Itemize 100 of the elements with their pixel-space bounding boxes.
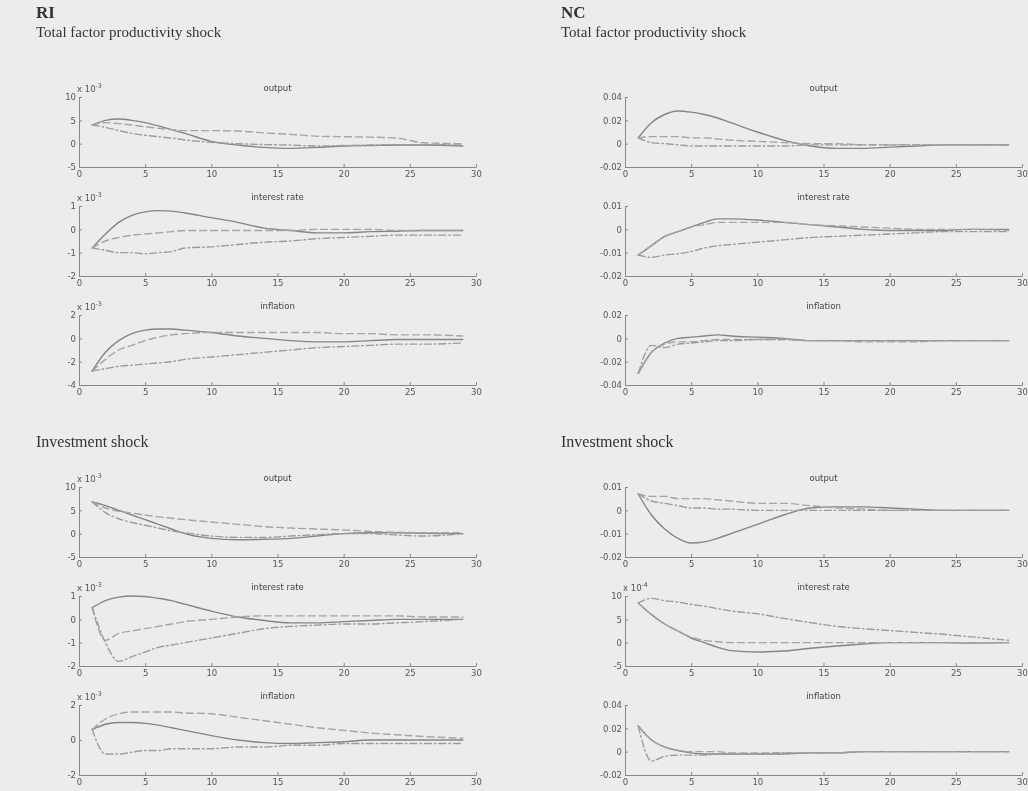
x-tick-label: 20 xyxy=(338,668,350,679)
x-tick-label: 25 xyxy=(950,387,962,398)
y-tick-label: -0.02 xyxy=(600,271,622,282)
x-tick-label: 30 xyxy=(471,169,482,180)
chart-title: output xyxy=(809,473,839,483)
y-tick-label: -2 xyxy=(67,770,76,781)
y-tick-label: 0 xyxy=(70,224,76,235)
x-tick-label: 5 xyxy=(688,278,695,289)
x-tick-label: 20 xyxy=(338,777,350,788)
x-tick-label: 20 xyxy=(884,387,896,398)
y-tick-label: -0.04 xyxy=(600,380,622,391)
x-tick-label: 5 xyxy=(688,559,695,570)
x-tick-label: 30 xyxy=(1017,278,1028,289)
x-tick-label: 10 xyxy=(752,278,764,289)
x-tick-label: 5 xyxy=(688,668,695,679)
y-tick-label: 0.02 xyxy=(603,310,622,321)
x-tick-label: 10 xyxy=(206,559,218,570)
y-tick-label: -0.02 xyxy=(600,356,622,367)
text: RI xyxy=(36,3,56,22)
chart-title: interest rate xyxy=(797,192,850,202)
x-tick-label: 10 xyxy=(752,559,764,570)
x-tick-label: 10 xyxy=(206,169,218,180)
y-tick-label: 5 xyxy=(616,614,622,625)
x-tick-label: 20 xyxy=(338,559,350,570)
x-tick-label: 30 xyxy=(471,777,482,788)
text: x 10$^{-3}$ xyxy=(77,300,102,312)
x-tick-label: 10 xyxy=(206,777,218,788)
x-tick-label: 25 xyxy=(404,668,416,679)
x-tick-label: 20 xyxy=(884,169,896,180)
x-tick-label: 25 xyxy=(404,559,416,570)
x-tick-label: 15 xyxy=(272,559,284,570)
x-tick-label: 25 xyxy=(404,278,416,289)
x-tick-label: 15 xyxy=(818,559,830,570)
x-tick-label: 15 xyxy=(818,777,830,788)
x-tick-label: 30 xyxy=(1017,777,1028,788)
text: Investment shock xyxy=(36,433,149,450)
y-tick-label: -5 xyxy=(67,552,76,563)
y-tick-label: -5 xyxy=(67,162,76,173)
x-tick-label: 30 xyxy=(471,668,482,679)
x-tick-label: 20 xyxy=(884,278,896,289)
y-tick-label: -0.01 xyxy=(600,528,622,539)
x-tick-label: 5 xyxy=(142,668,149,679)
chart-title: interest rate xyxy=(251,192,304,202)
x-tick-label: 10 xyxy=(752,777,764,788)
x-tick-label: 30 xyxy=(471,559,482,570)
x-tick-label: 30 xyxy=(1017,668,1028,679)
y-tick-label: -2 xyxy=(67,271,76,282)
chart-title: inflation xyxy=(806,301,841,311)
y-tick-label: 0 xyxy=(616,505,622,516)
x-tick-label: 20 xyxy=(338,278,350,289)
x-tick-label: 10 xyxy=(206,278,218,289)
y-tick-label: 0 xyxy=(616,138,622,149)
x-tick-label: 25 xyxy=(950,777,962,788)
x-tick-label: 15 xyxy=(818,668,830,679)
x-tick-label: 5 xyxy=(142,559,149,570)
x-tick-label: 25 xyxy=(950,668,962,679)
text: x 10$^{-3}$ xyxy=(77,472,102,484)
y-tick-label: 1 xyxy=(70,201,76,212)
y-tick-label: 1 xyxy=(70,591,76,602)
y-tick-label: -0.02 xyxy=(600,162,622,173)
y-tick-label: -5 xyxy=(613,661,622,672)
x-tick-label: 15 xyxy=(272,668,284,679)
text: x 10$^{-3}$ xyxy=(77,690,102,702)
x-tick-label: 10 xyxy=(752,668,764,679)
y-tick-label: 0 xyxy=(616,746,622,757)
x-tick-label: 5 xyxy=(142,387,149,398)
text: Total factor productivity shock xyxy=(36,24,222,40)
y-tick-label: 0 xyxy=(70,138,76,149)
y-tick-label: 0 xyxy=(616,637,622,648)
y-tick-label: 0 xyxy=(70,735,76,746)
x-tick-label: 15 xyxy=(818,169,830,180)
text: Total factor productivity shock xyxy=(561,24,747,40)
x-tick-label: 5 xyxy=(688,387,695,398)
x-tick-label: 10 xyxy=(752,387,764,398)
x-tick-label: 20 xyxy=(884,668,896,679)
x-tick-label: 20 xyxy=(884,559,896,570)
chart-title: output xyxy=(809,83,839,93)
y-tick-label: 5 xyxy=(70,505,76,516)
y-tick-label: -2 xyxy=(67,661,76,672)
x-tick-label: 10 xyxy=(206,387,218,398)
x-tick-label: 30 xyxy=(1017,387,1028,398)
y-tick-label: -0.01 xyxy=(600,247,622,258)
text: Investment shock xyxy=(561,433,674,450)
x-tick-label: 5 xyxy=(688,169,695,180)
y-tick-label: 0.02 xyxy=(603,723,622,734)
text: x 10$^{-3}$ xyxy=(77,191,102,203)
chart-title: inflation xyxy=(260,301,295,311)
x-tick-label: 10 xyxy=(206,668,218,679)
x-tick-label: 15 xyxy=(818,278,830,289)
x-tick-label: 5 xyxy=(142,278,149,289)
x-tick-label: 15 xyxy=(818,387,830,398)
x-tick-label: 30 xyxy=(471,278,482,289)
y-tick-label: -1 xyxy=(67,247,76,258)
x-tick-label: 25 xyxy=(404,777,416,788)
text: x 10$^{-3}$ xyxy=(77,82,102,94)
x-tick-label: 25 xyxy=(950,278,962,289)
y-tick-label: 0.01 xyxy=(603,482,622,493)
x-tick-label: 10 xyxy=(752,169,764,180)
y-tick-label: 0.01 xyxy=(603,201,622,212)
x-tick-label: 20 xyxy=(338,387,350,398)
